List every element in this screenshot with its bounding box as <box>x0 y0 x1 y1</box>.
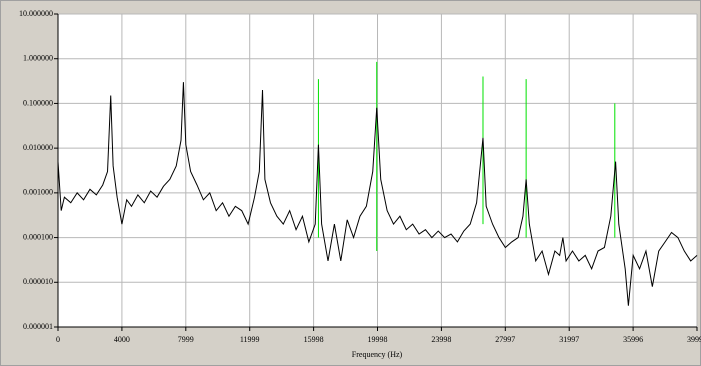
series-line <box>57 82 698 306</box>
y-tick-label: 1.000000 <box>23 54 53 63</box>
x-tick-label: 27997 <box>495 335 515 344</box>
x-tick-label: 31997 <box>559 335 579 344</box>
x-tick-label: 19998 <box>368 335 388 344</box>
x-tick-label: 15998 <box>304 335 324 344</box>
y-tick-label: 0.010000 <box>23 143 53 152</box>
x-tick-label: 11999 <box>240 335 260 344</box>
y-tick-label: 0.100000 <box>23 98 53 107</box>
x-tick-label: 35996 <box>623 335 643 344</box>
x-tick-label: 4000 <box>114 335 130 344</box>
y-tick-label: 0.000100 <box>23 232 53 241</box>
x-tick-label: 23998 <box>431 335 451 344</box>
x-tick-label: 0 <box>56 335 60 344</box>
y-tick-label: 10.000000 <box>19 9 53 18</box>
x-axis-label: Frequency (Hz) <box>352 350 403 359</box>
y-tick-label: 0.000001 <box>23 322 53 331</box>
x-tick-label: 7999 <box>178 335 194 344</box>
y-tick-label: 0.001000 <box>23 188 53 197</box>
y-tick-label: 0.000010 <box>23 277 53 286</box>
x-tick-label: 39995 <box>687 335 701 344</box>
series-line <box>317 61 616 252</box>
